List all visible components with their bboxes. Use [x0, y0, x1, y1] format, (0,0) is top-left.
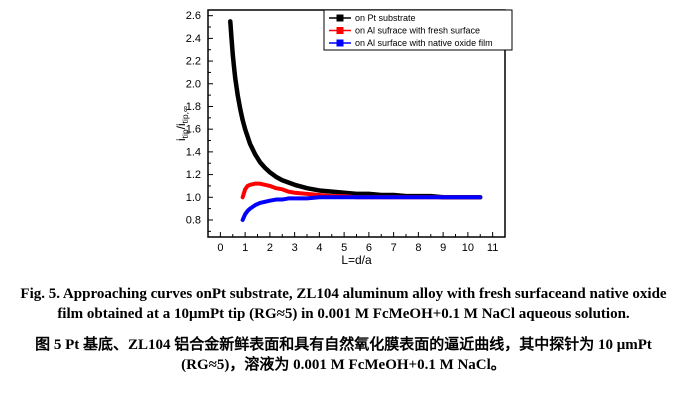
x-tick-label: 6: [366, 242, 372, 254]
legend-marker-square: [336, 14, 344, 22]
x-tick-label: 2: [267, 242, 273, 254]
legend-entry-label: on Al surface with native oxide film: [355, 38, 493, 48]
y-tick-label: 2.0: [186, 78, 201, 90]
legend-marker-square: [336, 27, 344, 34]
y-tick-label: 0.8: [186, 214, 201, 226]
x-tick-label: 0: [217, 242, 223, 254]
y-tick-label: 1.6: [186, 124, 201, 136]
figure-caption-chinese: 图 5 Pt 基底、ZL104 铝合金新鲜表面和具有自然氧化膜表面的逼近曲线，其…: [35, 336, 652, 373]
x-tick-label: 4: [316, 242, 322, 254]
x-tick-label: 10: [462, 242, 474, 254]
legend-entry-label: on Al sufrace with fresh surface: [355, 26, 480, 36]
y-tick-label: 1.4: [186, 146, 201, 158]
y-tick-label: 2.6: [186, 10, 201, 22]
legend-box: [323, 9, 513, 51]
x-axis-label: L=d/a: [341, 253, 372, 267]
legend-entry-label: on Pt substrate: [355, 13, 416, 23]
series-curve: [240, 195, 483, 222]
x-tick-label: 7: [391, 242, 397, 254]
y-tick-label: 1.8: [186, 101, 201, 113]
figure-caption-english: Fig. 5. Approaching curves onPt substrat…: [20, 286, 667, 322]
y-tick-label: 2.2: [186, 56, 201, 68]
y-tick-label: 1.0: [186, 192, 201, 204]
y-axis-label: itip/itip,∞: [174, 106, 190, 141]
x-tick-label: 1: [242, 242, 248, 254]
x-tick-label: 9: [440, 242, 446, 254]
y-tick-label: 2.4: [186, 33, 201, 45]
x-tick-label: 3: [292, 242, 298, 254]
y-tick-label: 1.2: [186, 169, 201, 181]
approach-curves-chart: 0 1 2 3 4 5 6 7 8 9 10 11 0.8 1.0 1.2 1.4 1.6 1.8 2.0 2.2 2.…: [174, 9, 513, 267]
x-tick-label: 5: [341, 242, 347, 254]
legend-marker-square: [336, 39, 344, 47]
x-tick-label: 8: [415, 242, 421, 254]
x-tick-label: 11: [487, 242, 498, 254]
